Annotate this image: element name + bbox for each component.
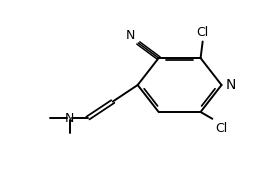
Text: N: N [225, 78, 236, 92]
Text: Cl: Cl [215, 122, 227, 135]
Text: N: N [65, 112, 74, 125]
Text: N: N [126, 29, 135, 42]
Text: Cl: Cl [197, 26, 209, 39]
